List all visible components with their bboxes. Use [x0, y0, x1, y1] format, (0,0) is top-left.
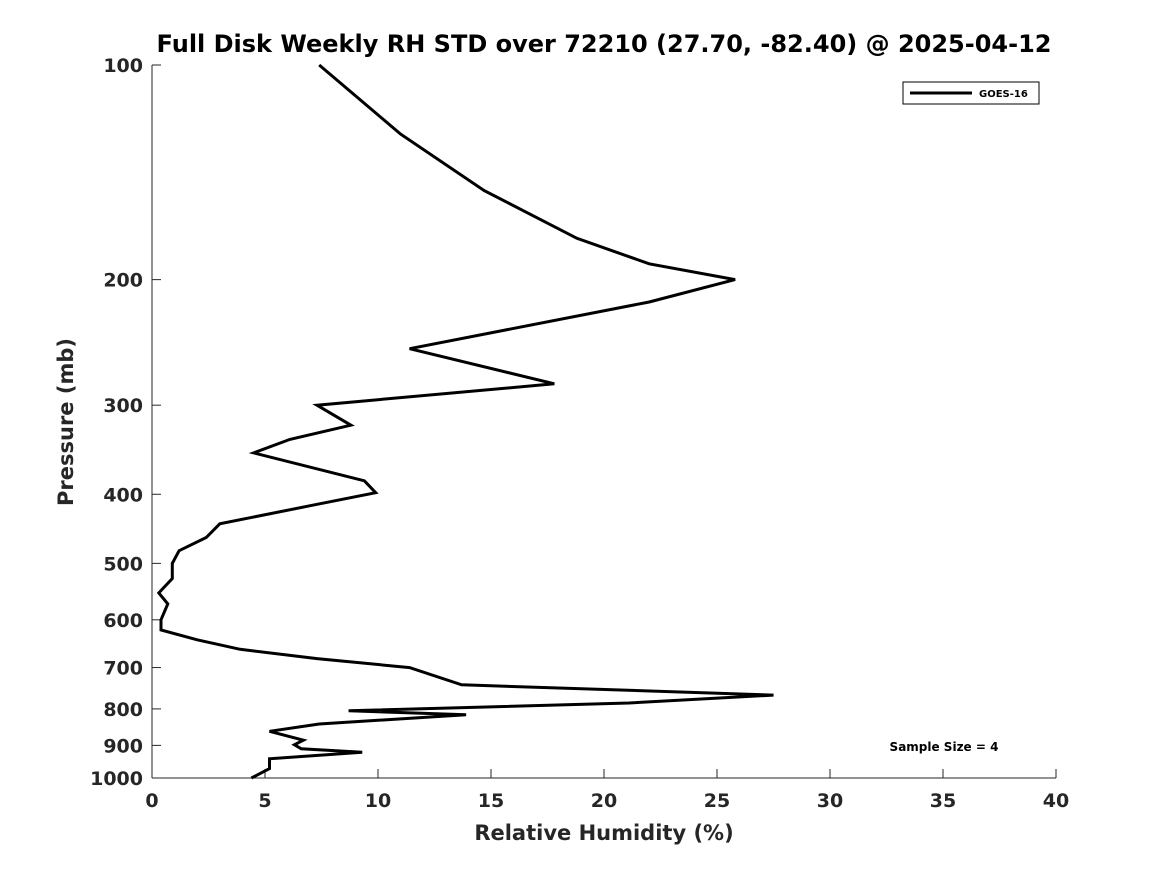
y-tick-label: 300 [103, 395, 143, 417]
y-tick-label: 900 [103, 735, 143, 757]
x-tick-label: 35 [930, 790, 956, 812]
x-tick-label: 20 [591, 790, 617, 812]
series-line-goes-16 [156, 63, 774, 780]
plot-area [151, 65, 1056, 779]
y-tick-label: 200 [103, 270, 143, 292]
y-axis-ticks: 100 200 300 400 500 600 700 800 900 1000 [90, 55, 161, 790]
x-axis-label: Relative Humidity (%) [474, 821, 733, 845]
x-axis-ticks: 0 5 10 15 20 25 30 35 40 [145, 769, 1069, 812]
x-tick-label: 30 [817, 790, 843, 812]
x-tick-label: 15 [478, 790, 504, 812]
y-tick-label: 700 [103, 658, 143, 680]
legend: GOES-16 [902, 81, 1040, 105]
y-tick-label: 1000 [90, 768, 143, 790]
sample-size-annotation: Sample Size = 4 [890, 740, 999, 754]
y-tick-label: 500 [103, 553, 143, 575]
axes-frame [152, 65, 1056, 778]
y-tick-label: 400 [103, 484, 143, 506]
x-tick-label: 10 [365, 790, 391, 812]
x-tick-label: 0 [145, 790, 158, 812]
y-axis-label: Pressure (mb) [54, 338, 78, 506]
y-tick-label: 100 [103, 55, 143, 77]
series-lines [156, 63, 774, 780]
y-tick-label: 800 [103, 699, 143, 721]
x-tick-label: 5 [258, 790, 271, 812]
x-tick-label: 25 [704, 790, 730, 812]
chart-title: Full Disk Weekly RH STD over 72210 (27.7… [157, 30, 1052, 58]
x-tick-label: 40 [1043, 790, 1069, 812]
y-tick-label: 600 [103, 610, 143, 632]
legend-label-goes16: GOES-16 [979, 89, 1028, 100]
